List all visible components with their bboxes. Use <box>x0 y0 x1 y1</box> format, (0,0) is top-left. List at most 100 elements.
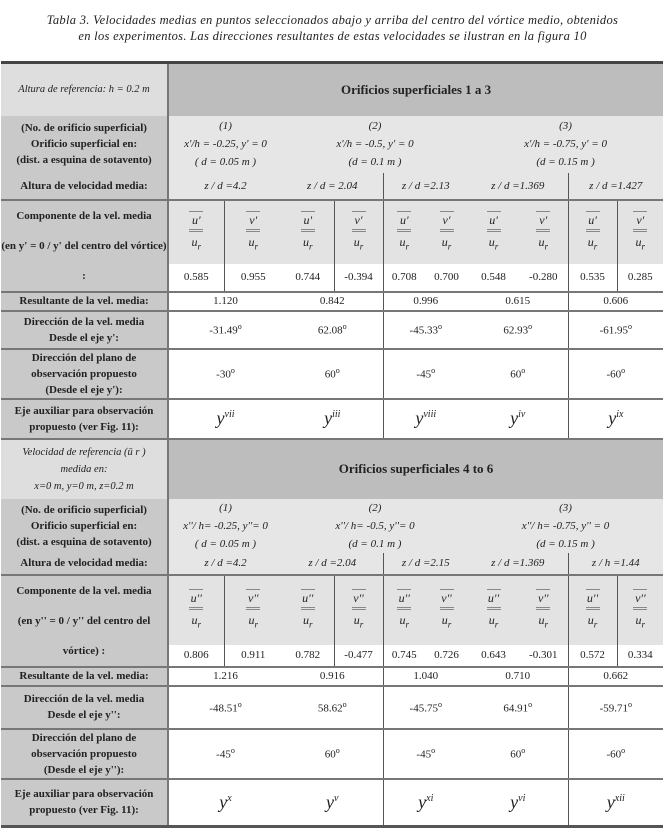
axis-symbol: y <box>606 791 615 812</box>
denominator-symbol: u <box>538 234 545 249</box>
resultante-value: 0.606 <box>567 291 664 312</box>
orifice-cell: (3) x'/h = -0.75, y' = 0 (d = 0.15 m ) <box>468 115 664 173</box>
resultante-text: 0.606 <box>603 295 629 307</box>
component-value-text: 0.572 <box>580 649 605 662</box>
componente-label: Componente de la vel. media (en y'' = 0 /… <box>1 574 169 668</box>
degree-symbol: o <box>528 699 533 709</box>
fraction-denominator: ur <box>586 614 600 631</box>
component-value: 0.700 <box>425 263 468 293</box>
fraction-numerator: v' <box>442 212 451 227</box>
component-value: 0.572 <box>567 645 617 668</box>
degree-symbol: o <box>431 366 436 376</box>
fraction: u'' ur <box>486 589 501 631</box>
component-value-text: 0.535 <box>580 271 605 283</box>
fraction-denominator: ur <box>440 235 454 253</box>
degree-symbol: o <box>621 746 626 756</box>
altura-value: z / d =4.2 <box>204 557 247 569</box>
component-value: 0.708 <box>382 263 425 293</box>
orifice-line: ( d = 0.05 m ) <box>194 537 257 550</box>
denominator-subscript: r <box>494 241 499 252</box>
reference-label-line: medida en: <box>60 463 108 475</box>
fraction-numerator: v'' <box>248 591 259 606</box>
denominator-symbol: u <box>441 613 448 628</box>
fraction: u' ur <box>300 210 315 253</box>
degree-symbol: o <box>628 699 633 709</box>
denominator-subscript: r <box>359 241 364 252</box>
table-row: Altura de referencia: h = 0.2 m Orificios… <box>1 62 664 116</box>
fraction-numerator: v' <box>354 212 363 227</box>
denominator-symbol: u <box>399 613 406 628</box>
component-value: 0.744 <box>282 263 334 293</box>
reference-label: Velocidad de referencia (ū r ) medida en:… <box>1 438 169 499</box>
plano-value: -60o <box>567 348 664 400</box>
altura-cell: z / d =1.369 <box>468 552 568 576</box>
eje-value: yxii <box>567 778 664 828</box>
fraction-numerator: v'' <box>353 591 364 606</box>
plano-label-line: (Desde el eje y'): <box>45 383 123 396</box>
component-value-text: -0.301 <box>529 649 558 662</box>
block-header: Orificios superficiales 4 to 6 <box>168 438 664 499</box>
fraction-numerator: u'' <box>398 591 410 606</box>
eje-label: Eje auxiliar para observación propuesto (… <box>1 398 169 440</box>
reference-label: Altura de referencia: h = 0.2 m <box>1 62 169 116</box>
direccion-number: -45.75 <box>409 702 438 715</box>
degree-symbol: o <box>335 366 340 376</box>
orifice-line: (3) <box>559 120 572 132</box>
resultante-value: 0.662 <box>567 666 664 687</box>
degree-symbol: o <box>521 746 526 756</box>
altura-cell: z / d =4.2 <box>168 172 282 201</box>
direccion-label-line: Dirección de la vel. media <box>23 315 145 328</box>
fraction-numerator: v'' <box>441 591 452 606</box>
fraction-cell: v'' ur <box>223 574 282 646</box>
fraction: u'' ur <box>189 589 204 631</box>
fraction: u' ur <box>585 210 600 253</box>
plano-value: 60o <box>468 728 568 780</box>
componente-label-line: (en y' = 0 / y' del centro del vórtice) … <box>1 239 167 282</box>
block-header-text: Orificios superficiales 4 to 6 <box>338 461 494 476</box>
resultante-text: 0.916 <box>319 670 345 682</box>
fraction-denominator: ur <box>189 235 203 253</box>
component-value-text: 0.334 <box>627 649 653 662</box>
fraction-cell: v' ur <box>425 199 468 264</box>
eje-value: yiv <box>468 398 568 440</box>
component-value-text: 0.955 <box>240 271 266 283</box>
denominator-subscript: r <box>641 241 646 252</box>
altura-value: z / d = 2.04 <box>306 179 358 192</box>
altura-value: z / d =2.13 <box>401 179 450 192</box>
fraction: v'' ur <box>633 589 648 631</box>
denominator-symbol: u <box>587 234 594 249</box>
orifice-cell: (2) x''/ h= -0.5, y''= 0 (d = 0.1 m ) <box>282 498 468 553</box>
denominator-subscript: r <box>405 619 409 630</box>
orifice-cell: (1) x'/h = -0.25, y' = 0 ( d = 0.05 m ) <box>168 115 282 173</box>
direccion-label: Dirección de la vel. media Desde el eje y… <box>1 685 169 730</box>
plano-label-line: observación propuesto <box>31 367 137 380</box>
degree-symbol: o <box>237 699 242 709</box>
resultante-text: 0.842 <box>319 295 345 307</box>
fraction-cell: v' ur <box>616 199 664 264</box>
orifice-label-line: (No. de orificio superficial) <box>21 122 147 134</box>
eje-label-line: propuesto (ver Fig. 11): <box>29 804 139 817</box>
fraction: u'' ur <box>300 589 315 631</box>
resultante-text: 0.996 <box>413 295 439 307</box>
plano-value: -30o <box>168 348 282 400</box>
caption-line-2: en los experimentos. Las direcciones res… <box>78 29 587 43</box>
fraction-numerator: u' <box>399 212 409 227</box>
fraction-numerator: v' <box>249 212 258 227</box>
table-row: Dirección del plano de observación propue… <box>1 348 664 400</box>
denominator-subscript: r <box>447 619 452 630</box>
component-value: 0.911 <box>223 645 282 668</box>
denominator-subscript: r <box>494 619 499 630</box>
orifice-line: x'/h = -0.75, y' = 0 <box>524 138 607 150</box>
orifice-label-line: Orificio superficial en: <box>30 138 138 150</box>
denominator-symbol: u <box>538 613 545 628</box>
fraction-denominator: ur <box>633 614 647 631</box>
resultante-text: 1.216 <box>213 670 238 682</box>
axis-superscript: vi <box>518 792 526 804</box>
component-value: -0.394 <box>333 263 383 293</box>
denominator-subscript: r <box>197 619 201 630</box>
eje-label-line: Eje auxiliar para observación <box>14 404 154 417</box>
fraction-denominator: ur <box>301 235 315 253</box>
denominator-symbol: u <box>353 613 360 628</box>
altura-label-text: Altura de velocidad media: <box>20 557 148 569</box>
auxiliary-axis: yviii <box>415 408 436 428</box>
